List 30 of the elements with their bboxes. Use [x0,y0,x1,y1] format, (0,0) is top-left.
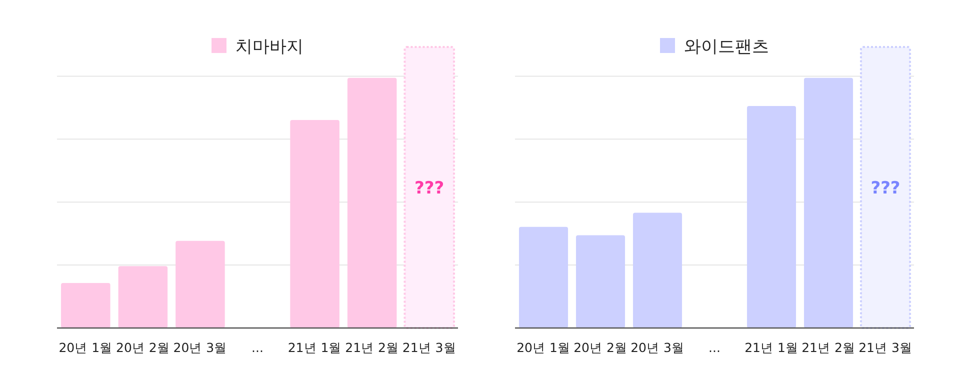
legend: 와이드팬츠 [660,37,769,57]
x-tick-label: ... [252,340,264,355]
x-tick-label: 20년 1월 [516,340,570,355]
bar [576,235,626,328]
bar [746,106,796,328]
x-tick-label: 20년 3월 [173,340,228,355]
bar [61,283,110,328]
x-tick-label: 21년 1월 [744,340,798,355]
bar [176,240,225,328]
x-tick-label: ... [708,340,720,355]
x-tick-label: 21년 2월 [802,340,856,355]
annotation: ??? [414,178,444,198]
bar [804,78,854,328]
bar [347,78,397,328]
legend-label: 치마바지 [236,37,304,57]
annotation: ??? [870,178,900,198]
legend-label: 와이드팬츠 [684,37,769,57]
bar [518,226,568,328]
x-tick-label: 21년 3월 [402,340,456,355]
x-tick-label: 21년 1월 [288,340,342,355]
bar [632,212,682,328]
x-tick-label: 20년 1월 [58,340,113,355]
x-tick-label: 20년 2월 [574,340,628,355]
bar [118,266,168,328]
bar [290,120,340,328]
x-tick-label: 20년 2월 [116,340,170,355]
legend: 치마바지 [212,37,304,57]
x-tick-label: 21년 3월 [858,340,912,355]
x-tick-label: 20년 3월 [630,340,684,355]
x-tick-label: 21년 2월 [345,340,399,355]
